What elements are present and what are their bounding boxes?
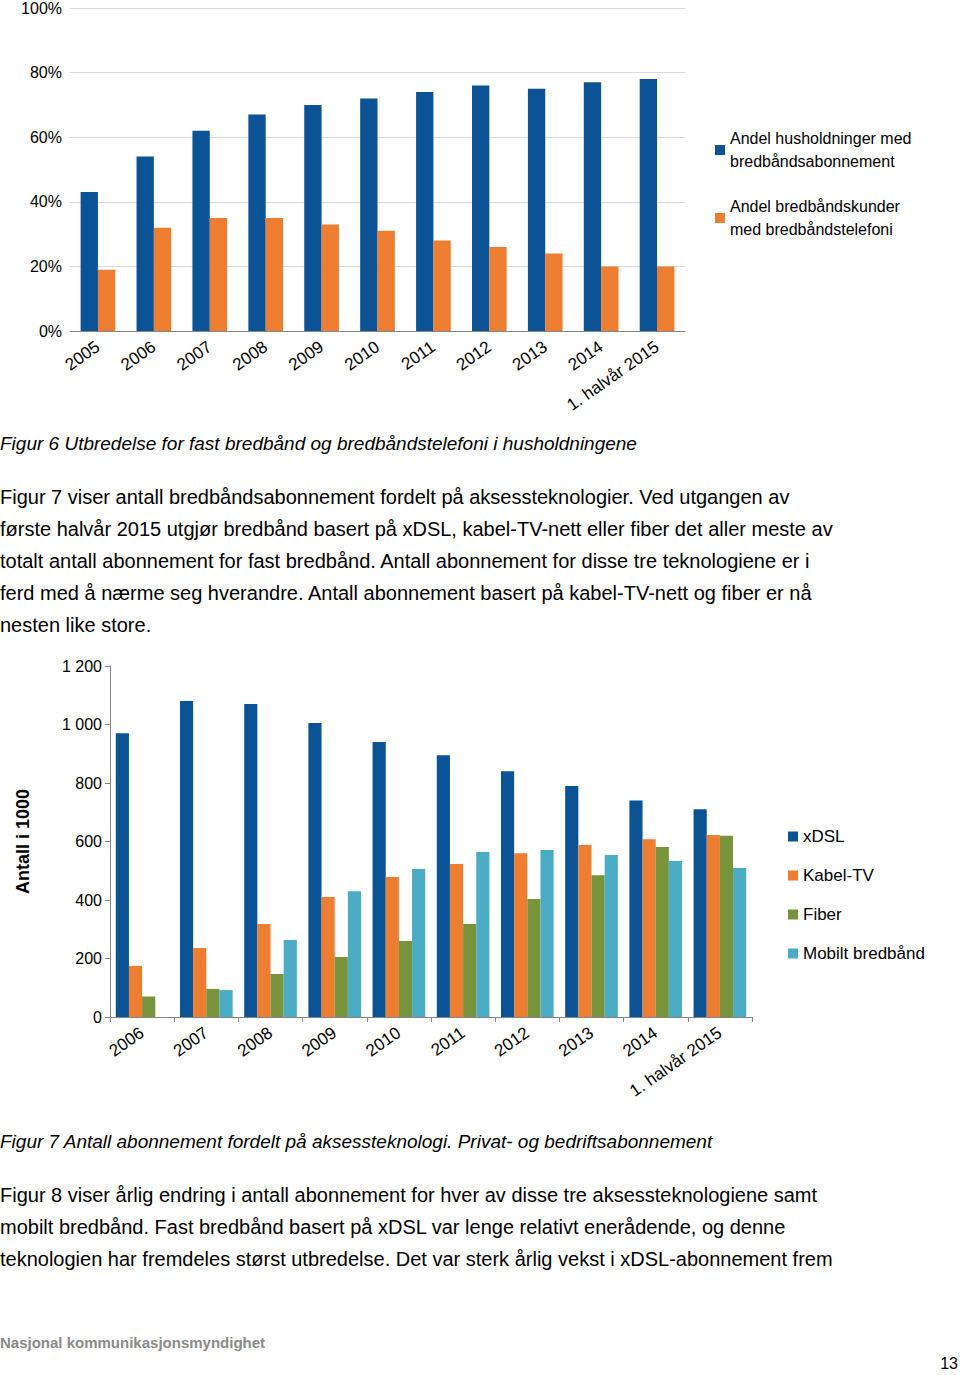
svg-text:med bredbåndstelefoni: med bredbåndstelefoni [730, 221, 893, 238]
svg-text:2012: 2012 [453, 337, 495, 374]
svg-text:1. halvår 2015: 1. halvår 2015 [563, 337, 662, 414]
html-text:Figur 8 viser årlig endring i: Figur 8 viser årlig endring i antall abo… [0, 1184, 818, 1206]
svg-text:40%: 40% [30, 193, 62, 210]
svg-text:2014: 2014 [565, 337, 607, 374]
svg-text:2014: 2014 [619, 1023, 661, 1060]
svg-text:2008: 2008 [229, 337, 271, 374]
svg-text:0: 0 [93, 1009, 102, 1026]
svg-text:0%: 0% [39, 323, 62, 340]
svg-text:600: 600 [75, 833, 102, 850]
html-text:Figur 7 Antall abonnement ford: Figur 7 Antall abonnement fordelt på aks… [0, 1131, 713, 1152]
svg-text:2007: 2007 [170, 1023, 212, 1060]
svg-text:2011: 2011 [428, 1023, 469, 1060]
svg-text:2013: 2013 [555, 1023, 597, 1060]
svg-text:2009: 2009 [298, 1023, 340, 1060]
html-text:teknologien har fremdeles stør: teknologien har fremdeles størst utbrede… [0, 1248, 833, 1270]
svg-text:2006: 2006 [117, 337, 159, 374]
html-text:totalt antall abonnement for f: totalt antall abonnement for fast bredbå… [0, 550, 810, 572]
svg-text:2009: 2009 [285, 337, 327, 374]
svg-text:2005: 2005 [62, 337, 104, 374]
html-text:Figur 6 Utbredelse for fast br: Figur 6 Utbredelse for fast bredbånd og … [0, 433, 637, 454]
svg-text:Andel husholdninger med: Andel husholdninger med [730, 130, 916, 147]
html-text:Nasjonal kommunikasjonsmyndigh: Nasjonal kommunikasjonsmyndighet [0, 1334, 266, 1351]
svg-text:80%: 80% [30, 64, 62, 81]
svg-text:100%: 100% [21, 0, 62, 17]
svg-text:60%: 60% [30, 129, 62, 146]
svg-text:2010: 2010 [362, 1023, 404, 1060]
svg-text:200: 200 [75, 950, 102, 967]
svg-text:800: 800 [75, 775, 102, 792]
svg-text:Kabel-TV: Kabel-TV [803, 866, 875, 885]
svg-text:1 200: 1 200 [62, 658, 102, 675]
svg-text:2006: 2006 [106, 1023, 148, 1060]
svg-text:2011: 2011 [398, 337, 439, 374]
html-text:ferd med å nærme seg hverandre: ferd med å nærme seg hverandre. Antall a… [0, 582, 812, 604]
svg-text:20%: 20% [30, 258, 62, 275]
svg-text:1 000: 1 000 [62, 716, 102, 733]
svg-text:2012: 2012 [491, 1023, 533, 1060]
svg-text:bredbåndsabonnement: bredbåndsabonnement [730, 153, 895, 170]
svg-text:Fiber: Fiber [803, 905, 842, 924]
svg-text:xDSL: xDSL [803, 827, 845, 846]
html-text:nesten like store.: nesten like store. [0, 614, 152, 636]
html-text:mobilt bredbånd. Fast bredbånd: mobilt bredbånd. Fast bredbånd basert på… [0, 1216, 786, 1238]
svg-text:Andel bredbåndskunder: Andel bredbåndskunder [730, 198, 904, 215]
svg-text:1. halvår 2015: 1. halvår 2015 [626, 1023, 725, 1100]
svg-text:Antall i 1000: Antall i 1000 [13, 789, 33, 894]
svg-text:2010: 2010 [341, 337, 383, 374]
html-text:Figur 7 viser antall bredbånds: Figur 7 viser antall bredbåndsabonnement… [0, 486, 790, 508]
svg-text:Mobilt bredbånd: Mobilt bredbånd [803, 944, 925, 963]
svg-text:2013: 2013 [509, 337, 551, 374]
html-text:13: 13 [940, 1355, 958, 1372]
svg-text:400: 400 [75, 892, 102, 909]
svg-text:2008: 2008 [234, 1023, 276, 1060]
html-text:første halvår 2015 utgjør bred: første halvår 2015 utgjør bredbånd baser… [0, 518, 833, 540]
svg-text:2007: 2007 [173, 337, 215, 374]
